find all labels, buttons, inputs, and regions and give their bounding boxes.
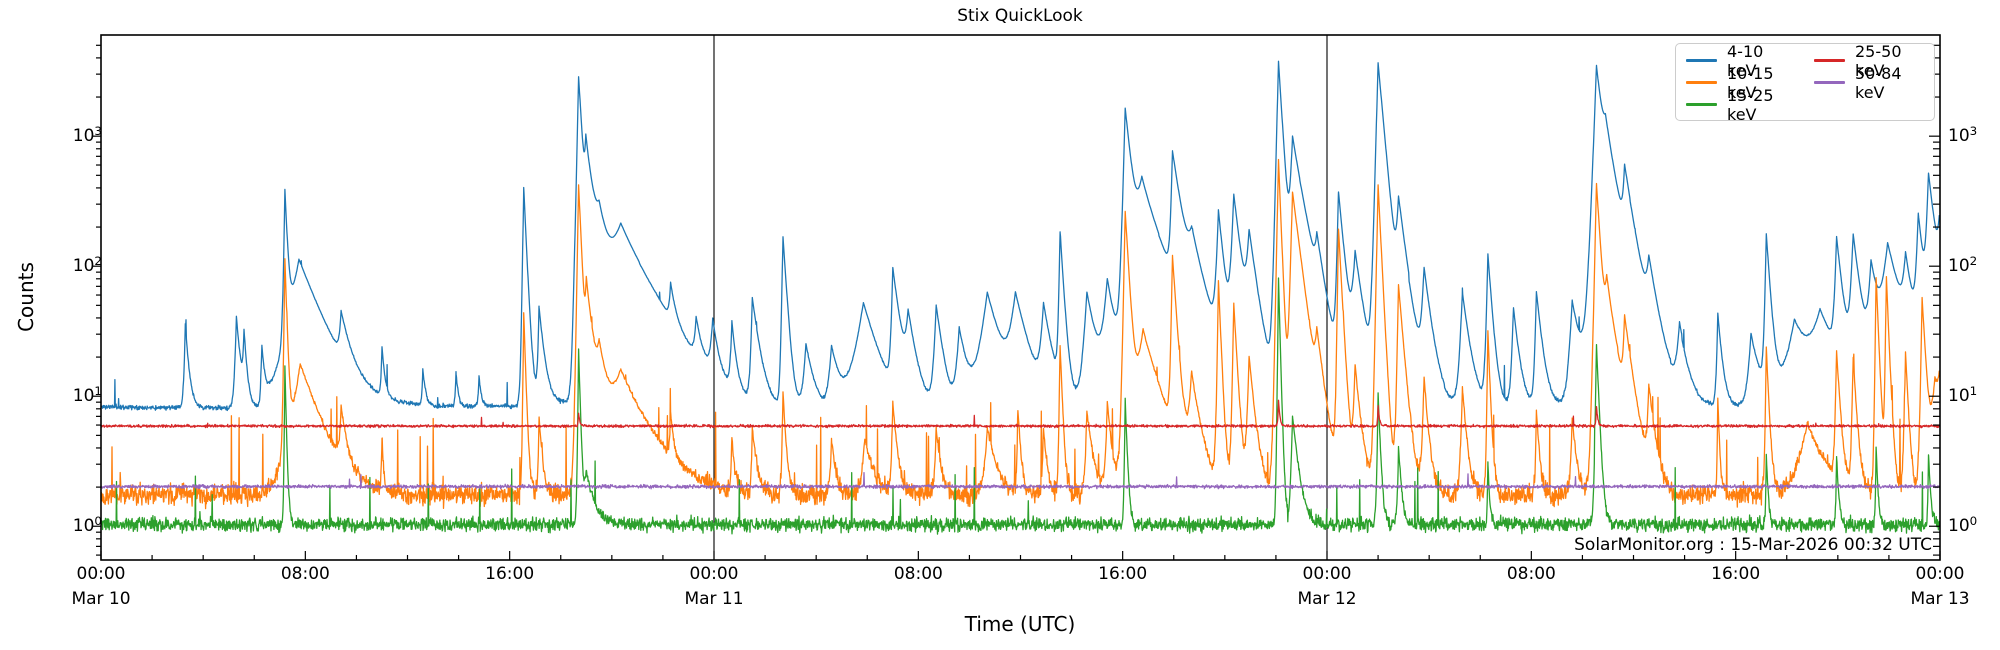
y-tick-label-right: 101	[1948, 384, 1978, 407]
legend-item: 25-50 keV	[1814, 42, 1924, 80]
y-tick-label-right: 103	[1948, 124, 1978, 147]
legend-label: 25-50 keV	[1855, 41, 1902, 80]
y-tick-label-left: 103	[72, 124, 102, 147]
legend-item: 15-25 keV	[1686, 86, 1796, 124]
x-date-label: Mar 11	[684, 589, 744, 609]
series-line-25-50-kev	[101, 399, 1940, 429]
series-group	[101, 60, 1940, 535]
legend-line-swatch	[1686, 81, 1717, 84]
legend-item: 4-10 keV	[1686, 42, 1796, 80]
x-tick-label: 16:00	[1711, 564, 1761, 584]
legend-label: 4-10 keV	[1727, 41, 1764, 80]
x-tick-label: 08:00	[893, 564, 943, 584]
x-tick-label: 08:00	[280, 564, 330, 584]
legend-line-swatch	[1686, 59, 1717, 62]
series-line-4-10-kev	[101, 60, 1940, 412]
watermark-annotation: SolarMonitor.org : 15-Mar-2026 00:32 UTC	[1574, 535, 1932, 555]
x-tick-label: 00:00	[1302, 564, 1352, 584]
x-tick-label: 08:00	[1506, 564, 1556, 584]
legend-label: 50-84 keV	[1855, 63, 1902, 102]
x-date-label: Mar 13	[1910, 589, 1970, 609]
legend-item: 10-15 keV	[1686, 64, 1796, 102]
y-tick-label-left: 100	[72, 514, 102, 537]
series-line-50-84-kev	[101, 471, 1940, 490]
y-tick-label-right: 102	[1948, 254, 1978, 277]
x-date-label: Mar 12	[1297, 589, 1357, 609]
y-tick-label-left: 102	[72, 254, 102, 277]
x-tick-label: 00:00	[76, 564, 126, 584]
x-tick-label: 00:00	[1915, 564, 1965, 584]
x-tick-label: 00:00	[689, 564, 739, 584]
x-tick-label: 16:00	[1098, 564, 1148, 584]
legend-line-swatch	[1814, 59, 1845, 62]
series-line-10-15-kev	[101, 158, 1940, 510]
legend: 4-10 keV 10-15 keV 15-25 keV 25-50 keV 50-84…	[1675, 42, 1935, 124]
legend-item: 50-84 keV	[1814, 64, 1924, 102]
legend-line-swatch	[1686, 103, 1717, 106]
x-date-label: Mar 10	[71, 589, 131, 609]
chart-title: Stix QuickLook	[957, 6, 1083, 26]
x-axis-label: Time (UTC)	[964, 612, 1076, 636]
legend-label: 15-25 keV	[1727, 85, 1774, 124]
series-line-15-25-kev	[101, 277, 1940, 535]
y-tick-label-left: 101	[72, 384, 102, 407]
x-tick-label: 16:00	[485, 564, 535, 584]
legend-line-swatch	[1814, 81, 1845, 84]
y-tick-label-right: 100	[1948, 514, 1978, 537]
legend-label: 10-15 keV	[1727, 63, 1774, 102]
